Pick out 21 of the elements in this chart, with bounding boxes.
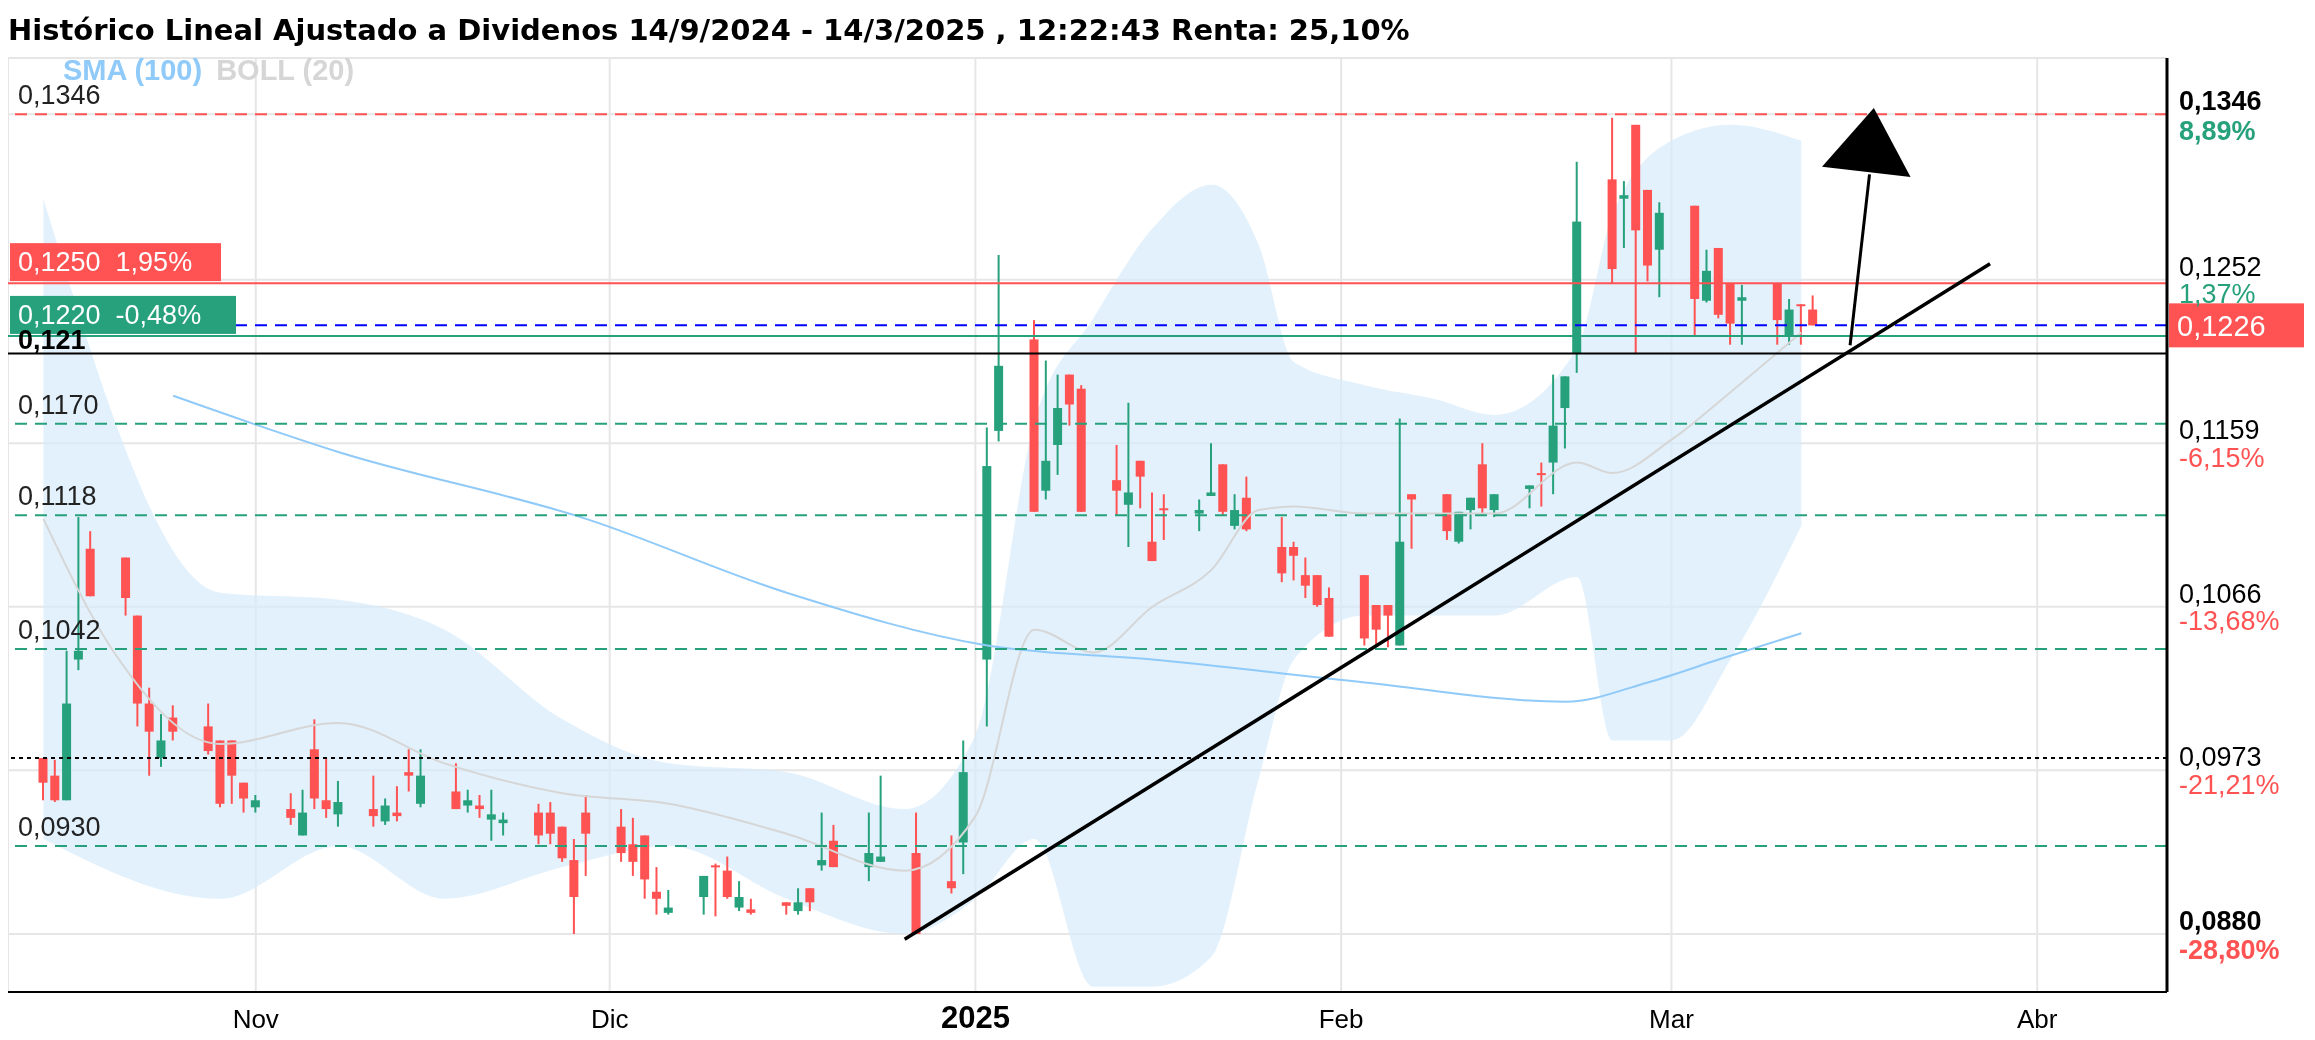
ref-line-label: 0,1170 (18, 389, 99, 420)
x-tick-label: Mar (1649, 1004, 1695, 1034)
x-tick-label: Nov (232, 1004, 279, 1034)
y2-tick-label: 1,37% (2179, 279, 2256, 310)
y2-tick-label: 8,89% (2179, 115, 2256, 146)
y-tick-label: 0,1346 (2179, 86, 2262, 117)
text: 0,1226 (2177, 310, 2266, 343)
chart-title: Histórico Lineal Ajustado a Dividenos 14/9/2024 - 14/3/2025 , 12:22:43 Renta: 25,10% (8, 12, 1411, 49)
y-tick-label: 0,0880 (2179, 905, 2262, 936)
y-tick-label: 0,1252 (2179, 251, 2262, 282)
x-tick-label: Abr (2016, 1004, 2058, 1034)
ref-line-label: 0,1250 1,95% (18, 247, 193, 278)
x-tick-label: 2025 (940, 1000, 1010, 1035)
ref-line-label: 0,1220 -0,48% (18, 299, 202, 330)
ref-line-label: 0,1118 (18, 481, 97, 512)
y-tick-label: 0,1066 (2179, 578, 2262, 609)
ref-line-label: 0,0930 (18, 812, 101, 843)
x-tick-label: Feb (1318, 1004, 1364, 1034)
y2-tick-label: -13,68% (2179, 606, 2280, 637)
y2-tick-label: -28,80% (2179, 934, 2280, 965)
x-tick-label: Dic (590, 1004, 629, 1034)
